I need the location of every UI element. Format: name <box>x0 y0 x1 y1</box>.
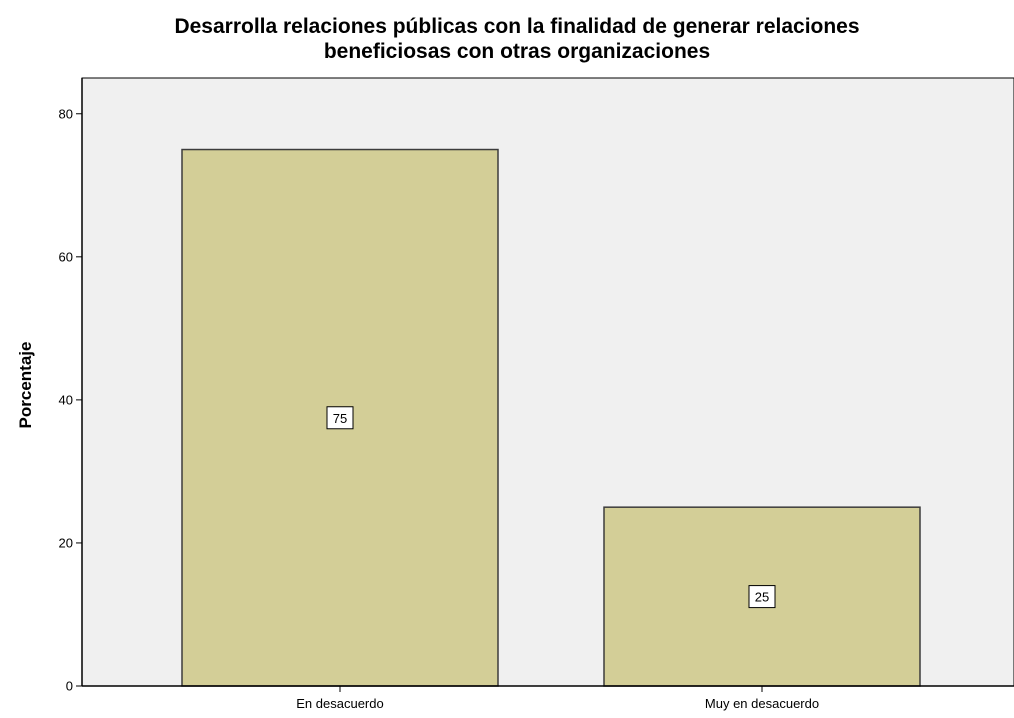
y-tick-label: 40 <box>59 392 73 407</box>
data-label-box <box>326 406 354 430</box>
y-tick-label: 0 <box>66 679 73 694</box>
y-axis-ticks: 0 20 40 60 80 <box>59 106 82 694</box>
y-tick-label: 80 <box>59 106 73 121</box>
x-tick-label: En desacuerdo <box>296 696 383 711</box>
chart-title-line-2: beneficiosas con otras organizaciones <box>324 40 710 63</box>
data-label: 75 <box>333 411 347 426</box>
data-label: 25 <box>755 590 769 605</box>
y-axis-label: Porcentaje <box>16 342 35 429</box>
chart-title-line-1: Desarrolla relaciones públicas con la fi… <box>174 15 859 38</box>
bars-group: 75 25 <box>181 148 921 687</box>
y-tick-label: 20 <box>59 535 73 550</box>
chart-title: Desarrolla relaciones públicas con la fi… <box>174 15 859 63</box>
data-label-box <box>748 585 776 609</box>
x-tick-label: Muy en desacuerdo <box>705 696 819 711</box>
x-axis-ticks: En desacuerdo Muy en desacuerdo <box>296 686 819 711</box>
y-tick-label: 60 <box>59 249 73 264</box>
